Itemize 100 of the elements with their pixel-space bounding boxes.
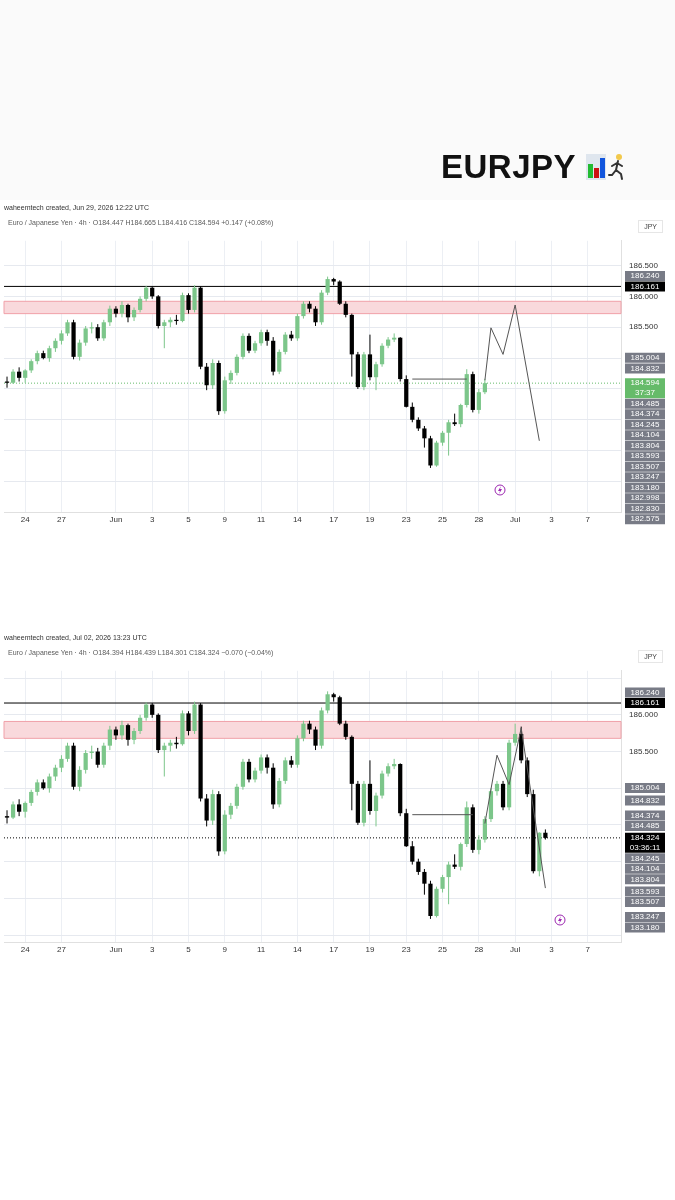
candlestick (83, 749, 88, 775)
x-tick-label: 3 (149, 515, 155, 525)
text: 186.240 (630, 687, 661, 697)
text: 184.374 (630, 409, 661, 419)
ref-line-label: 186.161 (630, 698, 661, 708)
text: 184.245 (630, 419, 661, 429)
candlestick (137, 714, 143, 735)
x-tick-label: 27 (57, 945, 67, 955)
candlestick (107, 305, 112, 327)
candlestick (17, 798, 22, 817)
chart-title: EURJPY (441, 148, 577, 186)
candlestick (95, 747, 100, 769)
y-tick-label: 186.000 (629, 291, 659, 301)
text: 185.004 (630, 783, 661, 793)
x-tick-label: 24 (20, 515, 31, 525)
candlestick (192, 284, 197, 313)
candlestick (277, 777, 282, 808)
candlestick (113, 305, 119, 318)
candlestick (422, 425, 427, 449)
candlestick (234, 353, 239, 376)
candlestick (373, 792, 379, 827)
candlestick (325, 276, 330, 296)
candlestick (107, 725, 112, 751)
x-tick-label: Jul (510, 515, 521, 525)
y-tick-label: 186.500 (629, 260, 659, 270)
text: 184.374 (630, 810, 661, 820)
candlestick (186, 292, 191, 315)
candlestick (4, 809, 10, 824)
text: 184.832 (630, 363, 661, 373)
text: 182.998 (630, 493, 661, 503)
y-tick-label: 185.500 (629, 322, 659, 332)
candlestick (379, 770, 385, 800)
x-tick-label: 14 (292, 515, 303, 525)
candlestick (410, 402, 415, 423)
x-tick-label: 3 (149, 945, 155, 955)
x-tick-label: 9 (222, 515, 228, 525)
candlestick (410, 840, 415, 866)
candlestick (65, 742, 70, 763)
candlestick (386, 336, 391, 349)
candlestick (77, 765, 82, 792)
candlestick (240, 332, 246, 360)
candlestick (210, 358, 215, 390)
x-tick-label: 23 (401, 515, 412, 525)
x-tick-label: 25 (438, 945, 448, 955)
x-tick-label: 5 (186, 515, 192, 525)
candlestick (500, 780, 506, 811)
candlestick (386, 762, 391, 777)
text: 184.832 (630, 795, 661, 805)
text: 185.004 (630, 353, 661, 363)
ref-line-label: 184.594 37:37 (630, 378, 661, 398)
text: 182.575 (630, 514, 661, 524)
x-tick-label: 25 (438, 515, 448, 525)
x-tick-label: 24 (20, 945, 31, 955)
x-tick-label: Jul (510, 945, 521, 955)
candlestick (162, 319, 167, 349)
candlestick (373, 361, 379, 391)
candlestick (283, 331, 288, 355)
text: 186.240 (630, 271, 661, 281)
text: 183.804 (630, 874, 661, 884)
x-tick-label: 28 (474, 515, 484, 525)
text: 183.593 (630, 886, 661, 896)
candlestick (101, 319, 106, 342)
candlestick (325, 690, 330, 714)
x-tick-label: 19 (365, 515, 375, 525)
x-tick-label: 11 (256, 945, 266, 955)
candlestick (313, 305, 318, 327)
y-tick-label: 186.000 (629, 710, 659, 720)
text: 183.804 (630, 440, 661, 450)
candlestick (125, 723, 131, 747)
x-tick-label: 3 (549, 945, 555, 955)
candlestick (482, 815, 488, 844)
text: 184.485 (630, 398, 661, 408)
text: 183.247 (630, 912, 661, 922)
candlestick (234, 783, 239, 810)
x-tick-label: 14 (292, 945, 303, 955)
x-tick-label: 17 (329, 515, 339, 525)
text: 183.180 (630, 922, 661, 932)
candlestick (246, 758, 252, 783)
text: 184.485 (630, 821, 661, 831)
x-tick-label: 11 (256, 515, 266, 525)
candlestick (83, 325, 88, 347)
candlestick (301, 720, 306, 742)
candlestick (494, 780, 500, 797)
candlestick (422, 868, 427, 896)
x-tick-label: 7 (585, 515, 591, 525)
x-tick-label: 3 (549, 515, 555, 525)
candlestick (458, 842, 463, 871)
candlestick (186, 710, 191, 736)
candlestick (119, 720, 125, 741)
text: 183.507 (630, 461, 661, 471)
candlestick (343, 720, 348, 741)
text: 184.245 (630, 853, 661, 863)
x-tick-label: 17 (329, 945, 339, 955)
candlestick (174, 314, 179, 326)
candlestick (204, 362, 209, 391)
x-tick-label: Jun (109, 515, 123, 525)
candlestick (17, 366, 22, 383)
candlestick (476, 834, 481, 855)
candlestick (446, 861, 451, 905)
text: 183.507 (630, 897, 661, 907)
